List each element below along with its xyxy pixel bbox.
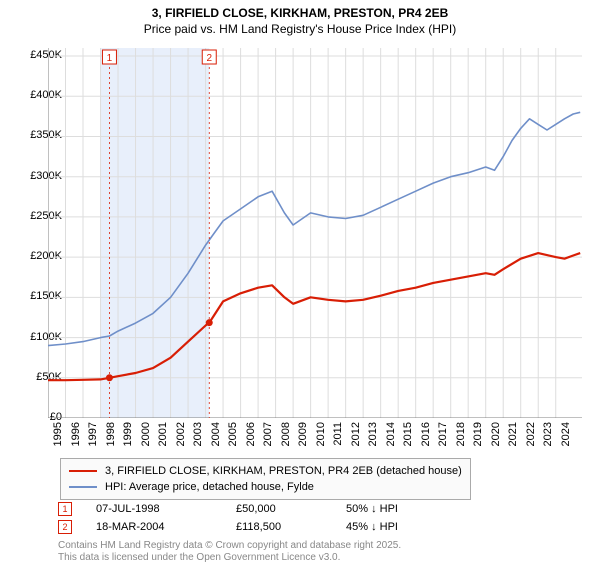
x-tick-label: 2019 [472,422,484,452]
legend: 3, FIRFIELD CLOSE, KIRKHAM, PRESTON, PR4… [60,458,471,500]
transaction-date: 18-MAR-2004 [96,521,236,533]
x-tick-label: 1995 [52,422,64,452]
transaction-marker: 1 [58,502,72,516]
x-tick-label: 2002 [175,422,187,452]
x-tick-label: 2017 [437,422,449,452]
x-tick-label: 2003 [192,422,204,452]
title-line-1: 3, FIRFIELD CLOSE, KIRKHAM, PRESTON, PR4… [0,6,600,22]
legend-label: 3, FIRFIELD CLOSE, KIRKHAM, PRESTON, PR4… [105,465,462,477]
chart-title: 3, FIRFIELD CLOSE, KIRKHAM, PRESTON, PR4… [0,0,600,37]
transaction-rows: 1 07-JUL-1998£50,00050% ↓ HPI 2 18-MAR-2004… [58,500,466,536]
x-tick-label: 2009 [297,422,309,452]
chart-svg: 12 [48,48,582,418]
transaction-row: 1 07-JUL-1998£50,00050% ↓ HPI [58,500,466,518]
legend-swatch [69,486,97,488]
x-tick-label: 1997 [87,422,99,452]
x-tick-label: 2013 [367,422,379,452]
x-tick-label: 2001 [157,422,169,452]
attribution-line-2: This data is licensed under the Open Gov… [58,552,401,563]
x-tick-label: 2021 [507,422,519,452]
x-tick-label: 2000 [140,422,152,452]
x-tick-label: 2022 [525,422,537,452]
x-tick-label: 1999 [122,422,134,452]
attribution-line-1: Contains HM Land Registry data © Crown c… [58,540,401,552]
transaction-row: 2 18-MAR-2004£118,50045% ↓ HPI [58,518,466,536]
transaction-pct: 45% ↓ HPI [346,521,466,533]
legend-label: HPI: Average price, detached house, Fyld… [105,481,314,493]
x-tick-label: 2007 [262,422,274,452]
x-tick-label: 2024 [560,422,572,452]
legend-item: 3, FIRFIELD CLOSE, KIRKHAM, PRESTON, PR4… [69,463,462,479]
x-tick-label: 2006 [245,422,257,452]
legend-swatch [69,470,97,472]
x-tick-label: 2004 [210,422,222,452]
transaction-date: 07-JUL-1998 [96,503,236,515]
x-tick-label: 2023 [542,422,554,452]
transaction-pct: 50% ↓ HPI [346,503,466,515]
x-tick-label: 2018 [455,422,467,452]
x-tick-label: 2012 [350,422,362,452]
x-tick-label: 2011 [332,422,344,452]
x-tick-label: 2010 [315,422,327,452]
chart-container: 3, FIRFIELD CLOSE, KIRKHAM, PRESTON, PR4… [0,0,600,560]
x-tick-label: 1996 [70,422,82,452]
x-tick-label: 2014 [385,422,397,452]
legend-item: HPI: Average price, detached house, Fyld… [69,479,462,495]
x-tick-label: 1998 [105,422,117,452]
transaction-price: £50,000 [236,503,346,515]
x-tick-label: 2016 [420,422,432,452]
transaction-marker: 2 [58,520,72,534]
transaction-price: £118,500 [236,521,346,533]
title-line-2: Price paid vs. HM Land Registry's House … [0,22,600,38]
x-tick-label: 2020 [490,422,502,452]
plot-area: 12 [48,48,582,418]
x-tick-label: 2008 [280,422,292,452]
x-tick-label: 2005 [227,422,239,452]
svg-text:1: 1 [107,53,113,64]
x-tick-label: 2015 [402,422,414,452]
svg-text:2: 2 [206,53,212,64]
